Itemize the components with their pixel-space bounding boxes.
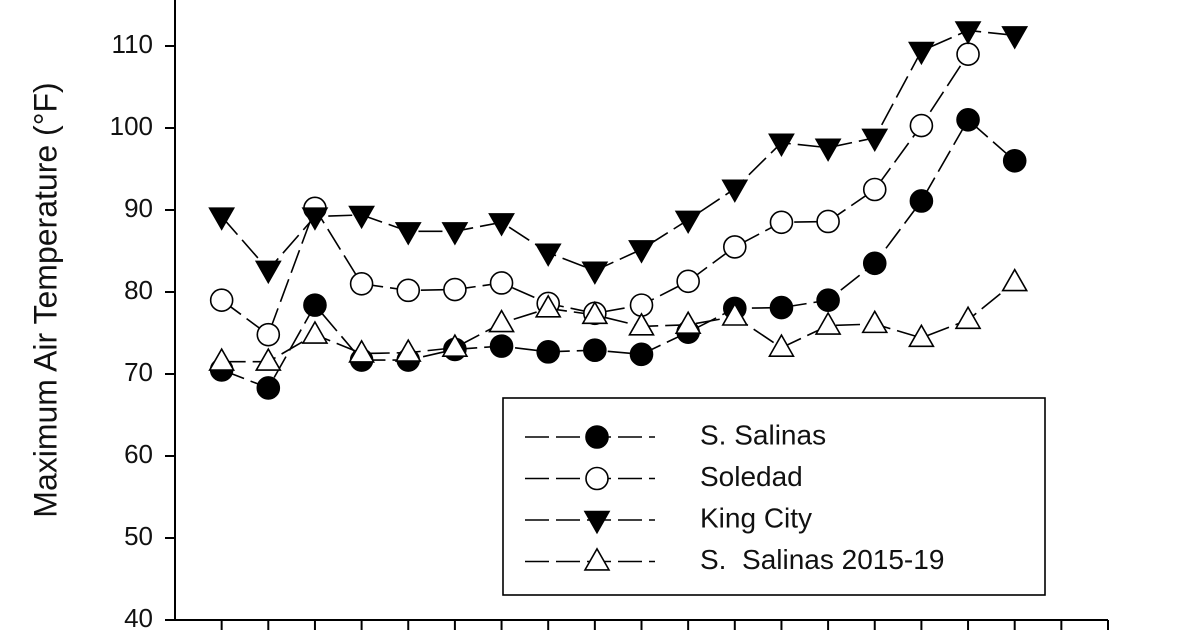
marker (256, 322, 281, 347)
marker (394, 222, 422, 246)
marker (1001, 267, 1029, 292)
marker (301, 320, 329, 344)
y-tick-label: 100 (110, 111, 153, 141)
series-line (221, 53, 969, 336)
marker (254, 347, 282, 371)
marker (628, 312, 655, 336)
marker (909, 189, 934, 213)
y-tick-label: 60 (124, 439, 153, 469)
series-line (221, 281, 1016, 363)
marker (303, 293, 327, 317)
marker (676, 269, 700, 294)
marker (769, 295, 794, 320)
marker (908, 41, 935, 66)
y-tick-label: 40 (124, 603, 153, 630)
marker (954, 305, 982, 330)
marker (721, 302, 749, 326)
marker (534, 243, 562, 267)
marker (721, 179, 749, 203)
marker (348, 205, 375, 230)
marker (581, 300, 609, 325)
legend-label: S. Salinas 2015-19 (700, 544, 944, 575)
marker (862, 177, 887, 202)
series-line (221, 29, 1015, 272)
marker (256, 376, 281, 400)
marker (674, 210, 702, 235)
y-tick-label: 90 (124, 193, 153, 223)
marker (583, 547, 611, 571)
marker (349, 271, 374, 296)
marker (254, 260, 282, 285)
marker (348, 339, 375, 363)
marker (489, 271, 514, 295)
marker (488, 308, 515, 333)
legend-label: Soledad (700, 461, 803, 492)
marker (956, 108, 980, 132)
marker (583, 510, 611, 535)
marker (674, 310, 702, 335)
marker (394, 338, 422, 362)
marker (208, 207, 236, 231)
marker (862, 251, 887, 276)
marker (909, 113, 934, 138)
marker (489, 334, 514, 358)
marker (768, 333, 795, 357)
marker (816, 288, 840, 313)
marker (488, 213, 515, 237)
marker (629, 342, 654, 367)
marker (769, 210, 794, 235)
marker (814, 138, 842, 162)
marker (209, 288, 234, 313)
marker (585, 466, 609, 491)
y-tick-label: 50 (124, 521, 153, 551)
y-tick-label: 110 (112, 29, 153, 59)
marker (441, 333, 469, 357)
marker (1001, 26, 1029, 50)
marker (861, 309, 889, 334)
marker (581, 261, 609, 285)
marker (722, 235, 747, 259)
marker (954, 21, 982, 45)
marker (816, 209, 840, 234)
marker (628, 240, 655, 264)
marker (441, 222, 469, 246)
marker (908, 323, 935, 348)
y-tick-label: 80 (124, 275, 153, 305)
marker (814, 311, 842, 335)
marker (956, 42, 980, 67)
marker (301, 207, 329, 231)
y-axis-label: Maximum Air Temperature (°F) (27, 82, 63, 517)
marker (1002, 149, 1027, 173)
legend-label: King City (700, 502, 812, 533)
y-tick-label: 70 (124, 357, 153, 387)
marker (536, 340, 561, 364)
marker (443, 277, 467, 302)
marker (585, 425, 609, 449)
marker (534, 294, 562, 318)
marker (861, 128, 889, 153)
marker (208, 347, 236, 371)
legend-label: S. Salinas (700, 419, 826, 450)
legend: S. Salinas Soledad King City S. Salinas 201… (502, 397, 1046, 596)
marker (583, 338, 607, 363)
marker (396, 278, 421, 303)
marker (768, 133, 795, 157)
